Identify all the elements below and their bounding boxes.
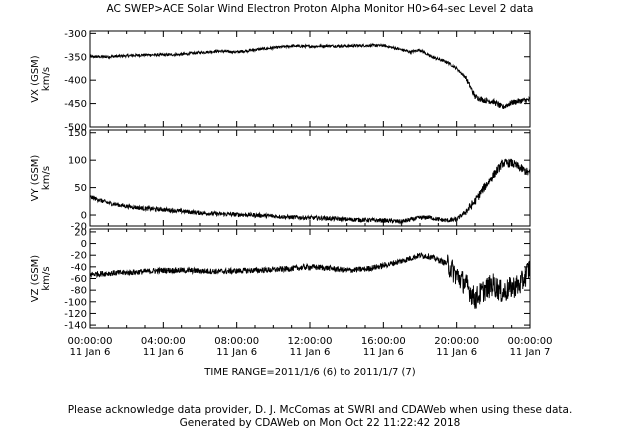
vy-series-line — [89, 158, 531, 225]
vy-ytick-label: 150 — [68, 128, 87, 139]
vx-ytick-label: -400 — [64, 76, 87, 87]
xtick-time-label: 16:00:00 — [361, 336, 406, 347]
vz-ytick-label: -40 — [71, 262, 87, 273]
xtick-time-label: 00:00:00 — [68, 336, 113, 347]
xtick-date-label: 11 Jan 6 — [216, 347, 257, 358]
vx-yunits: km/s — [41, 67, 52, 91]
vz-ytick-label: -20 — [71, 251, 87, 262]
vy-yunits: km/s — [41, 166, 52, 190]
vz-ylabel: VZ (GSM) — [30, 255, 41, 302]
vy-ytick-label: -20 — [71, 222, 87, 233]
xtick-time-label: 20:00:00 — [434, 336, 479, 347]
xtick-date-label: 11 Jan 6 — [70, 347, 111, 358]
xtick-time-label: 04:00:00 — [141, 336, 186, 347]
vx-ytick-label: -450 — [64, 99, 87, 110]
vz-ytick-label: -140 — [64, 321, 87, 332]
xtick-date-label: 11 Jan 6 — [143, 347, 184, 358]
time-range-label: TIME RANGE=2011/1/6 (6) to 2011/1/7 (7) — [203, 367, 416, 378]
acknowledgement-line: Please acknowledge data provider, D. J. … — [67, 404, 573, 416]
xtick-time-label: 12:00:00 — [288, 336, 333, 347]
vx-ylabel: VX (GSM) — [30, 55, 41, 102]
vx-frame — [89, 30, 531, 128]
vx-ytick-label: -300 — [64, 29, 87, 40]
vz-ytick-label: 0 — [81, 239, 87, 250]
vy-ytick-label: 50 — [74, 183, 87, 194]
xtick-date-label: 11 Jan 6 — [290, 347, 331, 358]
vy-ytick-label: 100 — [68, 156, 87, 167]
vz-frame — [89, 228, 531, 329]
vz-yunits: km/s — [41, 266, 52, 290]
vx-ytick-label: -350 — [64, 52, 87, 63]
vx-series-line — [89, 42, 531, 109]
vz-ytick-label: -120 — [64, 309, 87, 320]
vz-ytick-label: -80 — [71, 286, 87, 297]
xtick-time-label: 08:00:00 — [214, 336, 259, 347]
vz-ytick-label: -100 — [64, 297, 87, 308]
generated-by-line: Generated by CDAWeb on Mon Oct 22 11:22:… — [179, 417, 461, 429]
vy-ylabel: VY (GSM) — [30, 155, 41, 202]
vx-ytick-label: -500 — [64, 123, 87, 134]
vz-series-line — [89, 252, 531, 309]
xtick-time-label: 00:00:00 — [508, 336, 553, 347]
vz-ytick-label: -60 — [71, 274, 87, 285]
vz-ytick-label: 20 — [74, 227, 87, 238]
chart-title: AC SWEP>ACE Solar Wind Electron Proton A… — [107, 3, 534, 15]
vy-ytick-label: 0 — [81, 211, 87, 222]
vz-panel: 200-20-40-60-80-100-120-140 VZ (GSM) km/s — [30, 227, 531, 332]
xtick-date-label: 11 Jan 6 — [363, 347, 404, 358]
vx-panel: -300 -350 -400 -450 -500 VX (GSM) km/s — [30, 29, 531, 134]
xtick-date-label: 11 Jan 7 — [510, 347, 551, 358]
vy-panel: 150 100 50 0-20 VY (GSM) km/s — [30, 128, 531, 233]
xtick-date-label: 11 Jan 6 — [436, 347, 477, 358]
